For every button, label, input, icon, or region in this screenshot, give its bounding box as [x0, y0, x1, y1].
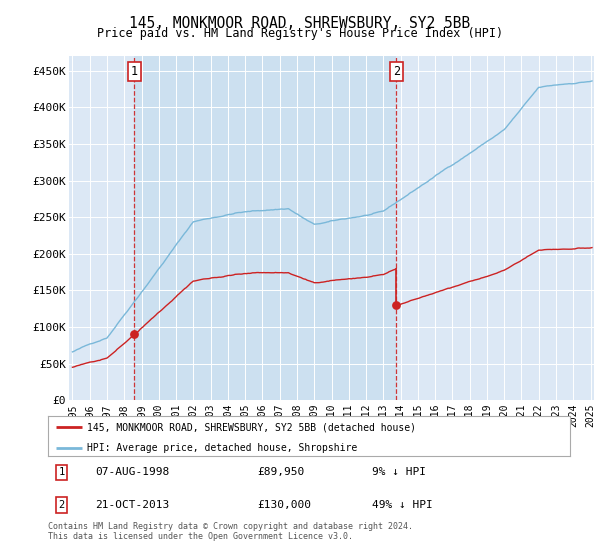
Text: 07-AUG-1998: 07-AUG-1998: [95, 467, 169, 477]
Text: £130,000: £130,000: [257, 500, 311, 510]
Text: 145, MONKMOOR ROAD, SHREWSBURY, SY2 5BB (detached house): 145, MONKMOOR ROAD, SHREWSBURY, SY2 5BB …: [87, 422, 416, 432]
Text: £89,950: £89,950: [257, 467, 304, 477]
Point: [391, 301, 401, 310]
Text: 21-OCT-2013: 21-OCT-2013: [95, 500, 169, 510]
Bar: [134, 56, 396, 400]
Text: HPI: Average price, detached house, Shropshire: HPI: Average price, detached house, Shro…: [87, 442, 358, 452]
Text: 145, MONKMOOR ROAD, SHREWSBURY, SY2 5BB: 145, MONKMOOR ROAD, SHREWSBURY, SY2 5BB: [130, 16, 470, 31]
Text: 9% ↓ HPI: 9% ↓ HPI: [371, 467, 425, 477]
Point: [130, 330, 139, 339]
Text: 1: 1: [58, 467, 65, 477]
Text: 2: 2: [392, 65, 400, 78]
Text: Price paid vs. HM Land Registry's House Price Index (HPI): Price paid vs. HM Land Registry's House …: [97, 27, 503, 40]
Text: Contains HM Land Registry data © Crown copyright and database right 2024.
This d: Contains HM Land Registry data © Crown c…: [48, 522, 413, 542]
Text: 49% ↓ HPI: 49% ↓ HPI: [371, 500, 433, 510]
Text: 2: 2: [58, 500, 65, 510]
Text: 1: 1: [131, 65, 138, 78]
